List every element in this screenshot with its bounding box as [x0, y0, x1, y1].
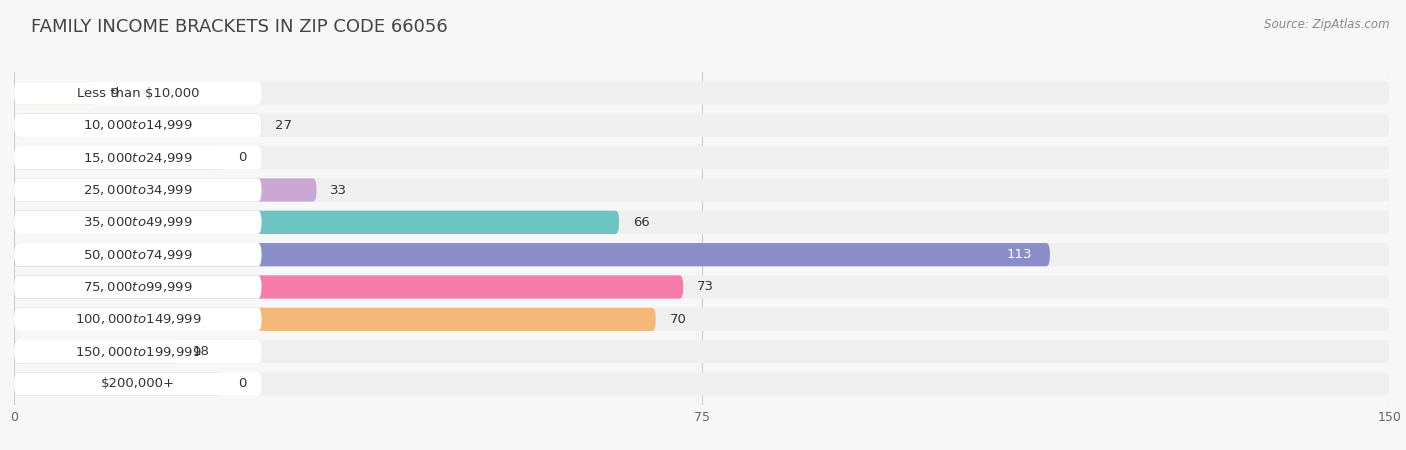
FancyBboxPatch shape	[14, 114, 262, 137]
FancyBboxPatch shape	[14, 372, 262, 396]
FancyBboxPatch shape	[14, 178, 316, 202]
FancyBboxPatch shape	[14, 178, 1389, 202]
FancyBboxPatch shape	[14, 146, 262, 169]
FancyBboxPatch shape	[14, 275, 262, 299]
FancyBboxPatch shape	[14, 81, 1389, 105]
Text: 9: 9	[110, 86, 118, 99]
Text: Less than $10,000: Less than $10,000	[76, 86, 200, 99]
FancyBboxPatch shape	[14, 243, 1050, 266]
Text: $200,000+: $200,000+	[101, 378, 174, 391]
Text: 66: 66	[633, 216, 650, 229]
Text: 73: 73	[697, 280, 714, 293]
FancyBboxPatch shape	[14, 146, 1389, 169]
FancyBboxPatch shape	[14, 275, 683, 299]
Text: $10,000 to $14,999: $10,000 to $14,999	[83, 118, 193, 132]
FancyBboxPatch shape	[14, 178, 262, 202]
FancyBboxPatch shape	[14, 114, 262, 137]
FancyBboxPatch shape	[14, 308, 1389, 331]
FancyBboxPatch shape	[14, 275, 1389, 299]
FancyBboxPatch shape	[14, 372, 1389, 396]
Text: 0: 0	[238, 378, 246, 391]
FancyBboxPatch shape	[14, 308, 262, 331]
FancyBboxPatch shape	[14, 114, 1389, 137]
Text: $25,000 to $34,999: $25,000 to $34,999	[83, 183, 193, 197]
FancyBboxPatch shape	[14, 308, 655, 331]
FancyBboxPatch shape	[14, 81, 262, 105]
Text: 27: 27	[276, 119, 292, 132]
Text: 113: 113	[1007, 248, 1032, 261]
Text: $100,000 to $149,999: $100,000 to $149,999	[75, 312, 201, 326]
Text: FAMILY INCOME BRACKETS IN ZIP CODE 66056: FAMILY INCOME BRACKETS IN ZIP CODE 66056	[31, 18, 447, 36]
Text: 18: 18	[193, 345, 209, 358]
Text: 70: 70	[669, 313, 686, 326]
FancyBboxPatch shape	[14, 146, 225, 169]
Text: 33: 33	[330, 184, 347, 197]
FancyBboxPatch shape	[14, 211, 619, 234]
FancyBboxPatch shape	[14, 81, 97, 105]
Text: $150,000 to $199,999: $150,000 to $199,999	[75, 345, 201, 359]
FancyBboxPatch shape	[14, 211, 262, 234]
Text: $35,000 to $49,999: $35,000 to $49,999	[83, 216, 193, 230]
FancyBboxPatch shape	[14, 340, 179, 363]
Text: $75,000 to $99,999: $75,000 to $99,999	[83, 280, 193, 294]
FancyBboxPatch shape	[14, 211, 1389, 234]
FancyBboxPatch shape	[14, 340, 262, 363]
FancyBboxPatch shape	[14, 243, 1389, 266]
Text: $15,000 to $24,999: $15,000 to $24,999	[83, 151, 193, 165]
FancyBboxPatch shape	[14, 372, 225, 396]
Text: 0: 0	[238, 151, 246, 164]
FancyBboxPatch shape	[14, 340, 1389, 363]
FancyBboxPatch shape	[14, 243, 262, 266]
Text: Source: ZipAtlas.com: Source: ZipAtlas.com	[1264, 18, 1389, 31]
Text: $50,000 to $74,999: $50,000 to $74,999	[83, 248, 193, 261]
